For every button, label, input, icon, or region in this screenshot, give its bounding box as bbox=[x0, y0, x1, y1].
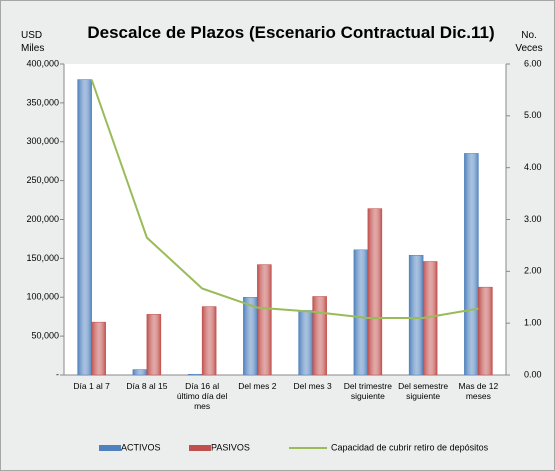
x-tick-label: Día 16 al último día del mes bbox=[176, 381, 228, 411]
plot-area bbox=[64, 64, 506, 375]
legend-label: PASIVOS bbox=[211, 442, 250, 452]
x-tick-label: Mas de 12 meses bbox=[458, 381, 499, 401]
bar bbox=[312, 296, 327, 376]
y2-tick-label: 3.00 bbox=[524, 214, 542, 224]
bar bbox=[367, 208, 383, 376]
x-tick-label: Día 8 al 15 bbox=[126, 381, 168, 391]
bar bbox=[243, 297, 258, 376]
x-tick-label: Del mes 3 bbox=[293, 381, 332, 391]
y-tick-label: 350,000 bbox=[26, 97, 59, 107]
bar bbox=[146, 314, 162, 376]
bar bbox=[408, 255, 424, 376]
y-tick-label: 150,000 bbox=[26, 253, 59, 263]
x-tick-label: Día 1 al 7 bbox=[73, 381, 110, 391]
x-tick-label: Del trimestre siguiente bbox=[343, 381, 392, 401]
line bbox=[90, 79, 479, 319]
bar bbox=[257, 264, 272, 376]
y-tick-label: 100,000 bbox=[26, 292, 59, 302]
bar bbox=[77, 79, 92, 376]
y-tick-label: 200,000 bbox=[26, 214, 59, 224]
y-axis-label: USD Miles bbox=[21, 30, 45, 54]
legend-label: Capacidad de cubrir retiro de depósitos bbox=[331, 442, 489, 452]
bar bbox=[353, 249, 369, 376]
y-tick-label: 300,000 bbox=[26, 136, 59, 146]
y2-tick-label: 5.00 bbox=[524, 110, 542, 120]
bar bbox=[298, 310, 313, 376]
bar bbox=[464, 153, 479, 376]
y-tick-label: 250,000 bbox=[26, 175, 59, 185]
legend-swatch bbox=[99, 445, 121, 451]
legend-swatch bbox=[189, 445, 211, 451]
legend-label: ACTIVOS bbox=[121, 442, 161, 452]
chart-title: Descalce de Plazos (Escenario Contractua… bbox=[87, 23, 495, 42]
bar bbox=[478, 286, 493, 376]
y2-tick-label: 4.00 bbox=[524, 162, 542, 172]
y-tick-label: - bbox=[56, 369, 59, 379]
y-tick-label: 400,000 bbox=[26, 58, 59, 68]
bar bbox=[91, 321, 106, 376]
y2-axis-label: No. Veces bbox=[515, 30, 543, 54]
y2-tick-label: 6.00 bbox=[524, 58, 542, 68]
x-tick-label: Del mes 2 bbox=[238, 381, 277, 391]
y-tick-label: 50,000 bbox=[31, 331, 59, 341]
x-tick-label: Del semestre siguiente bbox=[398, 381, 449, 401]
y2-tick-label: 0.00 bbox=[524, 369, 542, 379]
bar bbox=[201, 306, 217, 376]
y2-tick-label: 2.00 bbox=[524, 266, 542, 276]
bar bbox=[187, 373, 203, 376]
y2-tick-label: 1.00 bbox=[524, 318, 542, 328]
bar bbox=[132, 369, 148, 376]
